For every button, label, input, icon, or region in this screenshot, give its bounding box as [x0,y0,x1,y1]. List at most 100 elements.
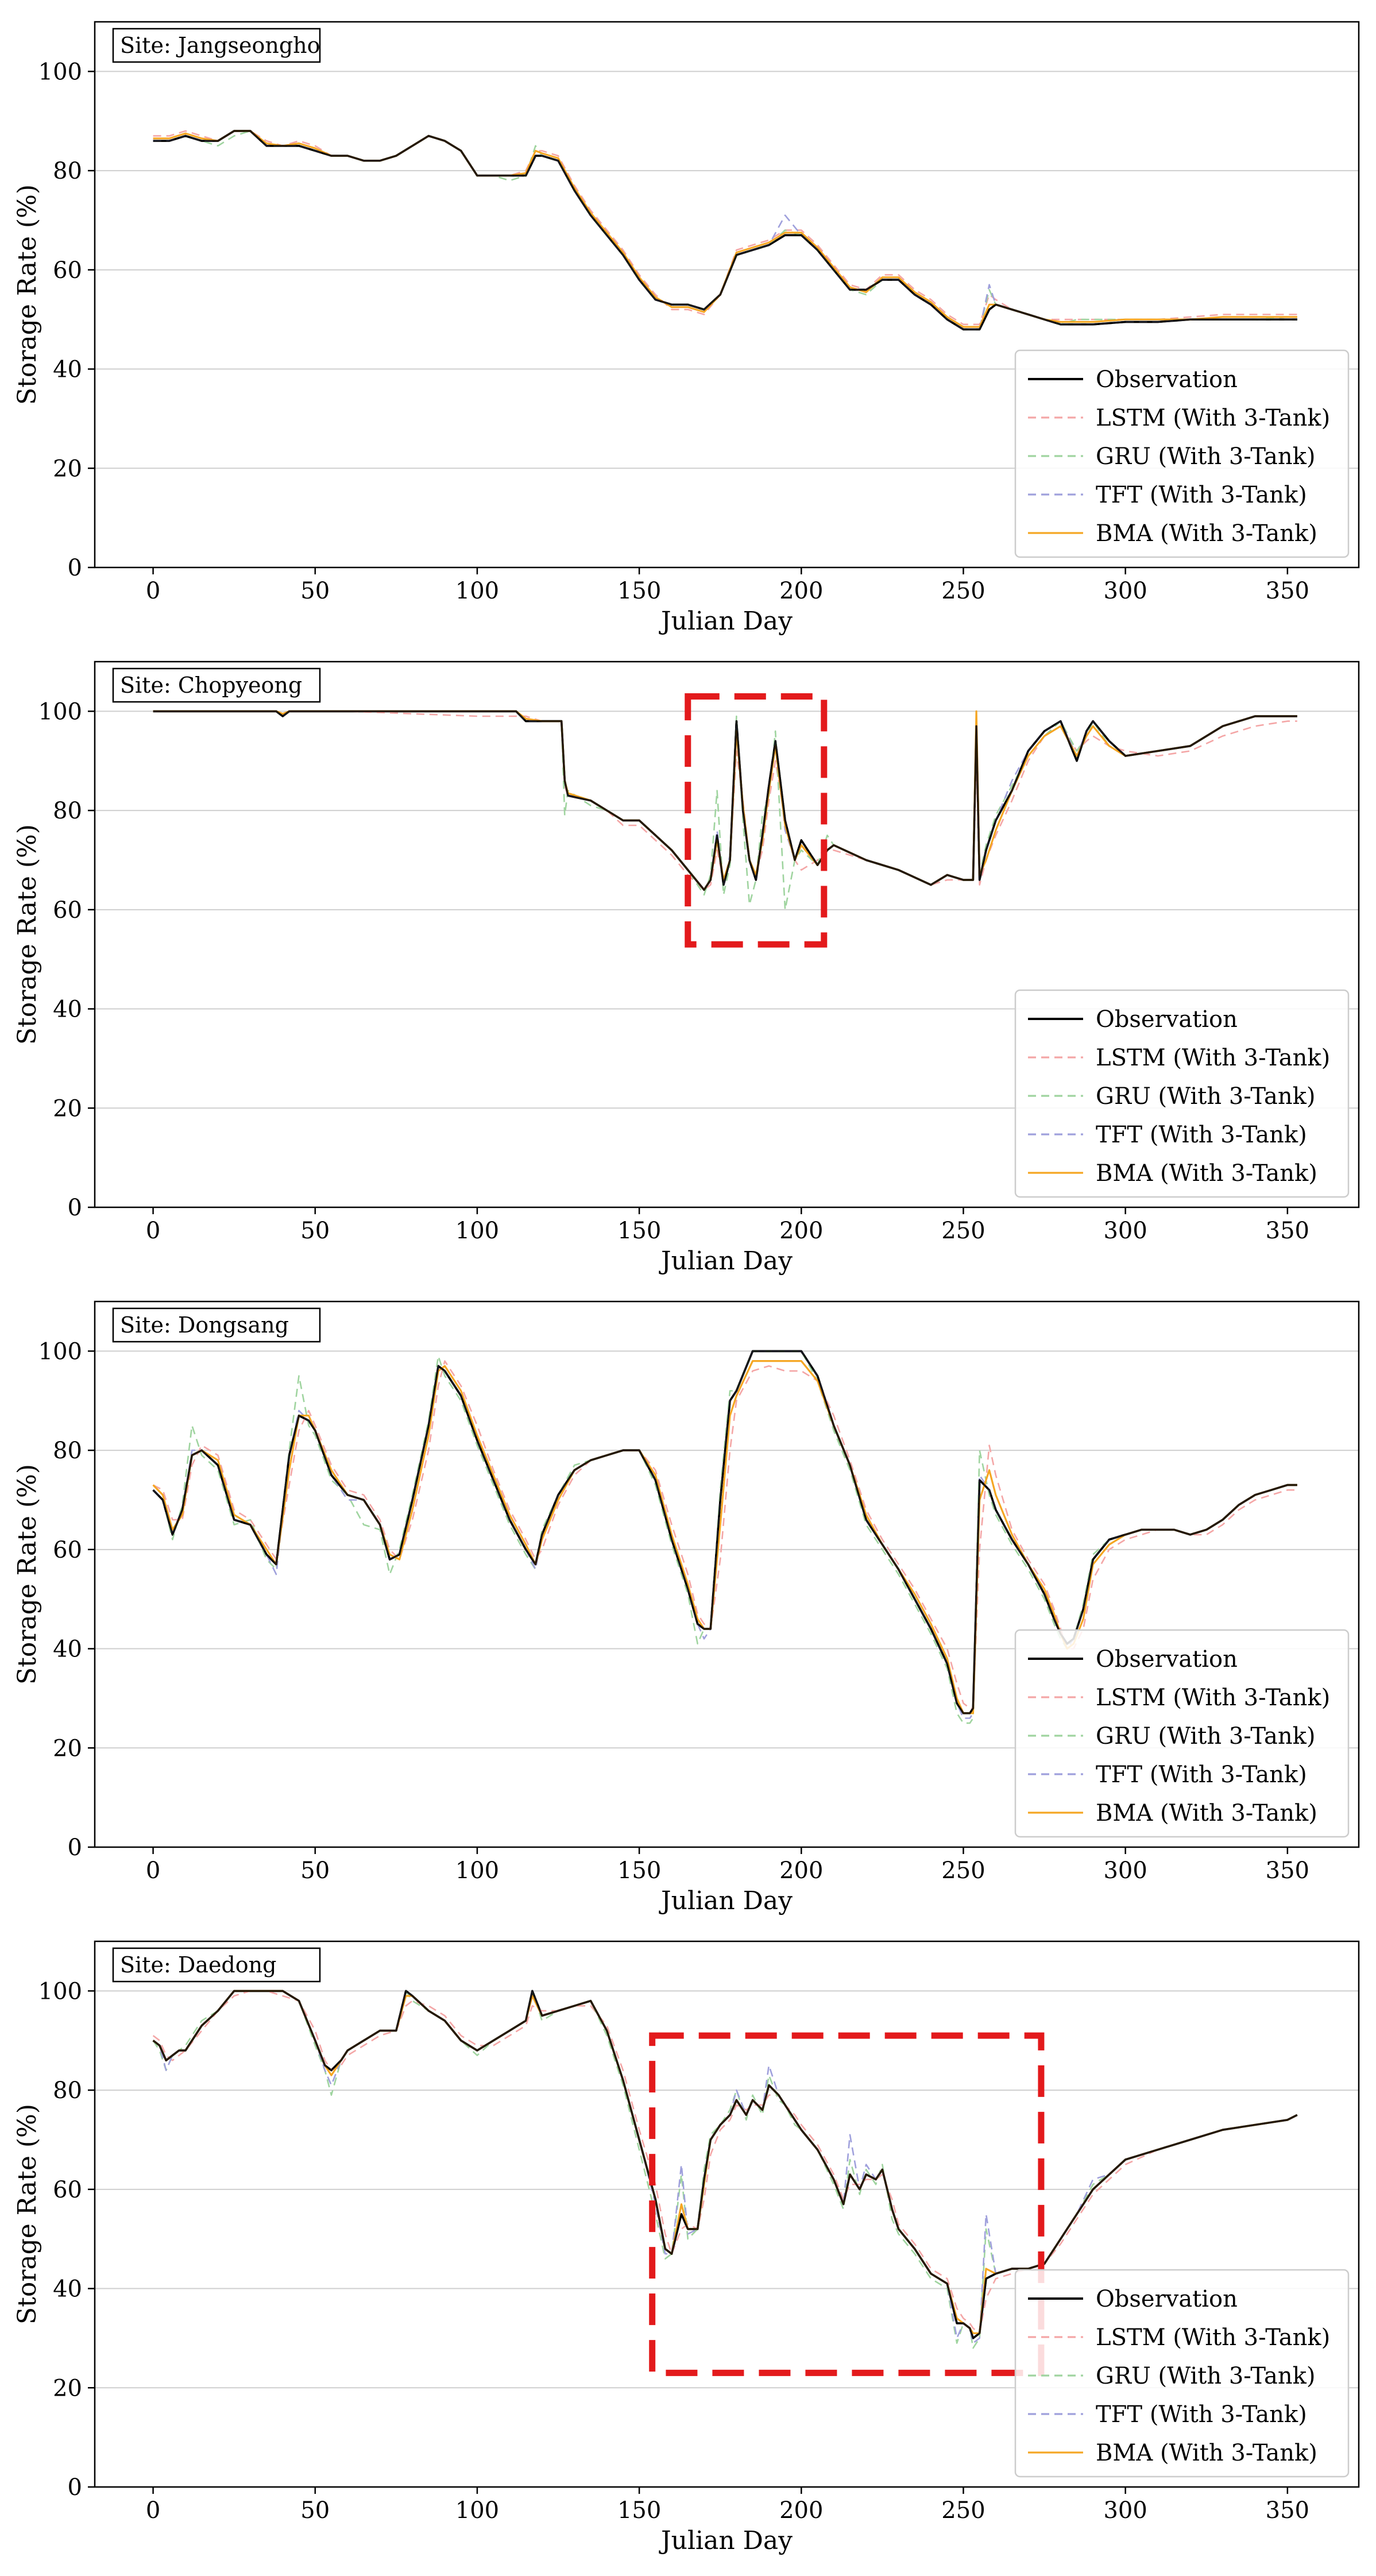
x-tick-label: 200 [779,1857,823,1884]
x-tick-label: 350 [1266,1218,1309,1244]
x-tick-label: 250 [941,1218,985,1244]
plot-frame [94,1300,1360,1848]
series-line-tft [153,710,1297,891]
site-label: Site: Daedong [120,1952,276,1978]
highlight-box [685,693,828,948]
legend-box [1014,1629,1350,1838]
site-label-box [112,667,321,703]
series-line-lstm [153,130,1297,326]
site-label-box [112,1947,321,1983]
x-tick-label: 100 [455,2497,499,2524]
y-tick-label: 40 [53,357,82,383]
y-axis-label: Storage Rate (%) [13,1464,42,1685]
x-tick-label: 150 [617,1218,661,1244]
series-line-gru [153,130,1297,330]
y-tick-label: 60 [53,257,82,284]
y-tick-label: 0 [68,1195,82,1221]
x-tick-label: 200 [779,1218,823,1244]
legend-label: TFT (With 3-Tank) [1096,2401,1307,2428]
y-tick-label: 100 [38,59,82,85]
legend-label: LSTM (With 3-Tank) [1096,1685,1330,1711]
legend-label: Observation [1096,366,1238,393]
x-tick-label: 250 [941,2497,985,2524]
legend-label: Observation [1096,1646,1238,1673]
x-axis-label: Julian Day [659,1886,793,1915]
y-tick-label: 40 [53,997,82,1023]
legend: Observation LSTM (With 3-Tank) GRU (With 3… [1014,1629,1350,1838]
site-label-box [112,28,321,63]
legend-label: GRU (With 3-Tank) [1096,1723,1315,1749]
y-tick-label: 80 [53,2077,82,2104]
y-tick-label: 0 [68,1835,82,1861]
site-label: Site: Chopyeong [120,673,302,698]
x-tick-label: 200 [779,578,823,604]
legend-label: TFT (With 3-Tank) [1096,1122,1307,1148]
x-tick-label: 0 [146,1857,160,1884]
x-tick-label: 300 [1103,1218,1147,1244]
plot-frame [94,661,1360,1208]
y-axis-label: Storage Rate (%) [13,824,42,1045]
y-tick-label: 100 [38,1338,82,1365]
legend-label: TFT (With 3-Tank) [1096,482,1307,508]
x-tick-label: 100 [455,1218,499,1244]
legend: Observation LSTM (With 3-Tank) GRU (With 3… [1014,349,1350,558]
x-tick-label: 350 [1266,578,1309,604]
x-tick-label: 200 [779,2497,823,2524]
series-line-observation [153,130,1297,331]
plot-frame [94,21,1360,569]
x-axis-label: Julian Day [659,1246,793,1276]
series-line-bma [153,710,1297,891]
legend-label: GRU (With 3-Tank) [1096,2363,1315,2389]
legend-label: LSTM (With 3-Tank) [1096,2324,1330,2351]
x-tick-label: 0 [146,578,160,604]
site-label-box [112,1307,321,1343]
y-tick-label: 60 [53,2177,82,2203]
legend-label: BMA (With 3-Tank) [1096,1160,1317,1187]
y-tick-label: 20 [53,1095,82,1122]
y-tick-label: 60 [53,897,82,924]
legend-box [1014,989,1350,1198]
y-tick-label: 0 [68,2474,82,2501]
plot-frame [94,1940,1360,2488]
x-tick-label: 50 [300,1218,330,1244]
x-tick-label: 150 [617,578,661,604]
legend-label: GRU (With 3-Tank) [1096,1083,1315,1110]
series-line-lstm [153,1360,1297,1709]
x-tick-label: 250 [941,1857,985,1884]
y-tick-label: 0 [68,555,82,581]
x-tick-label: 100 [455,1857,499,1884]
x-tick-label: 50 [300,2497,330,2524]
y-tick-label: 80 [53,798,82,824]
x-axis-label: Julian Day [659,2526,793,2555]
x-tick-label: 50 [300,578,330,604]
x-tick-label: 150 [617,2497,661,2524]
y-axis-label: Storage Rate (%) [13,184,42,405]
series-line-observation [153,710,1297,891]
chart-panel-4: 0 20 40 60 80 100 0 50 100 150 200 250 300 350 Julian … [13,1940,1360,2555]
y-tick-label: 20 [53,455,82,482]
highlight-box [649,2032,1045,2376]
x-tick-label: 0 [146,2497,160,2524]
series-line-tft [153,130,1297,330]
chart-panel-2: 0 20 40 60 80 100 0 50 100 150 200 250 300 350 Julian … [13,661,1360,1276]
chart-panel-1: 0 20 40 60 80 100 0 50 100 150 200 250 300 350 Julian … [13,21,1360,636]
legend-label: BMA (With 3-Tank) [1096,2440,1317,2466]
series-line-observation-overlay [152,1990,1298,2339]
legend-label: BMA (With 3-Tank) [1096,520,1317,547]
series-line-observation-overlay [153,130,1297,331]
x-tick-label: 300 [1103,578,1147,604]
x-tick-label: 300 [1103,2497,1147,2524]
y-tick-label: 80 [53,1438,82,1464]
x-tick-label: 350 [1266,1857,1309,1884]
legend-box [1014,2269,1350,2478]
legend-label: Observation [1096,2286,1238,2312]
legend: Observation LSTM (With 3-Tank) GRU (With 3… [1014,989,1350,1198]
chart-panel-3: 0 20 40 60 80 100 0 50 100 150 200 250 300 350 Julian … [13,1300,1360,1915]
legend: Observation LSTM (With 3-Tank) GRU (With 3… [1014,2269,1350,2478]
y-tick-label: 20 [53,2375,82,2401]
x-tick-label: 350 [1266,2497,1309,2524]
legend-label: GRU (With 3-Tank) [1096,443,1315,470]
y-axis-label: Storage Rate (%) [13,2104,42,2324]
y-tick-label: 100 [38,1978,82,2005]
